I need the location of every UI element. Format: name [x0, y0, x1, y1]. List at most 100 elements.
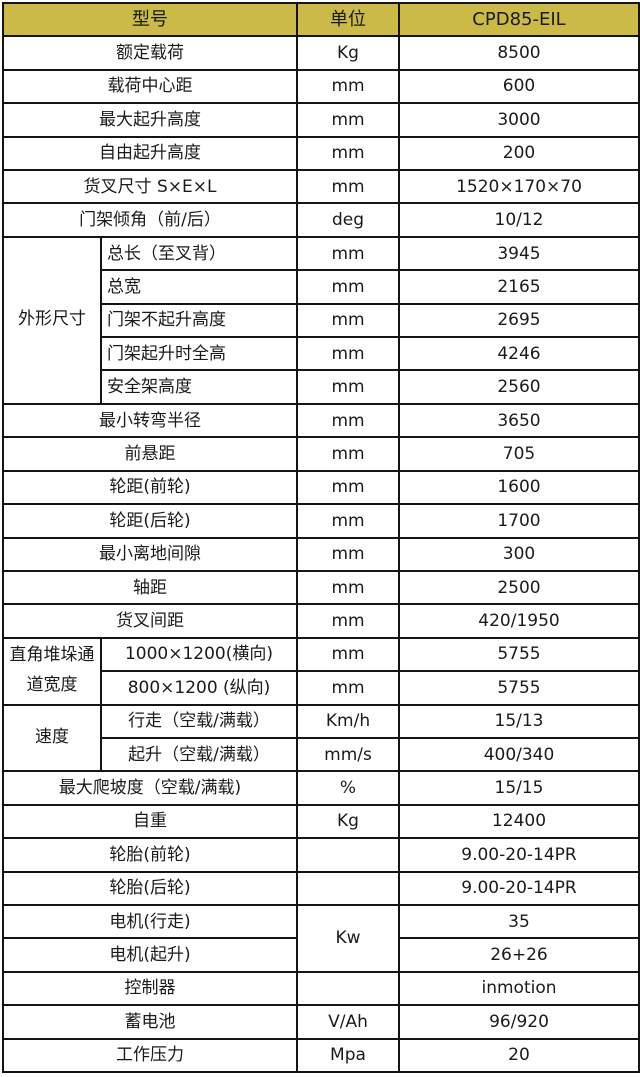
table-row: 起升（空载/满载） mm/s 400/340	[3, 736, 640, 773]
param-label: 前悬距	[2, 436, 298, 472]
value-cell: 5755	[398, 670, 640, 706]
value-cell: 26+26	[398, 937, 640, 973]
table-row: 最大爬坡度（空载/满载) % 15/15	[2, 770, 640, 806]
param-label: 最大爬坡度（空载/满载)	[2, 770, 298, 806]
unit-cell-motor-merged: Kw	[296, 903, 400, 973]
table-row: 电机(行走) Kw 35	[2, 903, 640, 973]
param-label: 门架倾角（前/后）	[2, 202, 298, 238]
unit-cell: mm	[296, 269, 400, 305]
param-label: 工作压力	[2, 1037, 298, 1074]
unit-cell: mm	[296, 636, 400, 673]
unit-cell: mm	[296, 503, 400, 539]
unit-cell: V/Ah	[296, 1004, 400, 1040]
param-label: 1000×1200(横向)	[100, 636, 298, 673]
unit-cell: mm	[296, 68, 400, 105]
table-row: 直角堆垛通道宽度 1000×1200(横向) mm 5755	[2, 636, 640, 706]
param-label: 轮距(后轮)	[2, 503, 298, 539]
param-label: 行走（空载/满载）	[100, 703, 298, 739]
table-row: 前悬距 mm 705	[2, 436, 640, 472]
unit-cell: mm	[296, 336, 400, 372]
param-label: 电机(起升)	[2, 937, 298, 973]
param-label: 电机(行走)	[2, 903, 298, 940]
param-label: 轮胎(前轮)	[2, 837, 298, 873]
param-label: 自重	[2, 803, 298, 840]
header-model-label: 型号	[2, 1, 298, 38]
value-cell: 96/920	[398, 1004, 640, 1040]
value-cell: 420/1950	[398, 603, 640, 639]
table-row: 最小离地间隙 mm 300	[2, 536, 640, 572]
value-cell: 15/15	[398, 770, 640, 806]
unit-cell: mm	[296, 569, 400, 606]
group-cell-aisle: 直角堆垛通道宽度	[2, 636, 102, 706]
value-cell: 35	[398, 903, 640, 940]
table-row: 最大起升高度 mm 3000	[2, 102, 640, 138]
value-cell: 2560	[398, 369, 640, 405]
table-row: 门架不起升高度 mm 2695	[3, 302, 640, 339]
unit-cell: mm	[296, 302, 400, 339]
unit-cell: Km/h	[296, 703, 400, 739]
value-cell: 400/340	[398, 736, 640, 773]
value-cell: 3650	[398, 402, 640, 439]
param-label: 轮距(前轮)	[2, 469, 298, 506]
unit-cell: mm	[296, 436, 400, 472]
param-label: 蓄电池	[2, 1004, 298, 1040]
table-row: 外形尺寸 总长（至叉背） mm 3945	[2, 235, 640, 405]
param-label: 安全架高度	[100, 369, 298, 405]
param-label: 轮胎(后轮)	[2, 870, 298, 906]
table-row: 蓄电池 V/Ah 96/920	[2, 1004, 640, 1040]
value-cell: 4246	[398, 336, 640, 372]
param-label: 额定载荷	[2, 35, 298, 71]
unit-cell: mm	[296, 536, 400, 572]
param-label: 货叉间距	[2, 603, 298, 639]
value-cell: 200	[398, 135, 640, 172]
value-cell: 5755	[398, 636, 640, 673]
value-cell: 2500	[398, 569, 640, 606]
param-label: 货叉尺寸 S×E×L	[2, 169, 298, 205]
table-row: 速度 行走（空载/满载） Km/h 15/13	[2, 703, 640, 773]
value-cell: 20	[398, 1037, 640, 1074]
param-label: 最小离地间隙	[2, 536, 298, 572]
value-cell: 15/13	[398, 703, 640, 739]
unit-cell: mm	[296, 469, 400, 506]
table-row: 自重 Kg 12400	[2, 803, 640, 840]
unit-cell: mm	[296, 235, 400, 272]
table-row: 控制器 inmotion	[2, 970, 640, 1007]
param-label: 总宽	[100, 269, 298, 305]
unit-cell: %	[296, 770, 400, 806]
table-header-row: 型号 单位 CPD85-EIL	[2, 1, 640, 38]
table-row: 最小转弯半径 mm 3650	[2, 402, 640, 439]
value-cell: 9.00-20-14PR	[398, 837, 640, 873]
param-label: 800×1200 (纵向)	[100, 670, 298, 706]
unit-cell: mm/s	[296, 736, 400, 773]
header-unit-label: 单位	[296, 1, 400, 38]
unit-cell	[296, 870, 400, 906]
table-row: 轮距(后轮) mm 1700	[2, 503, 640, 539]
value-cell: 300	[398, 536, 640, 572]
value-cell: 8500	[398, 35, 640, 71]
unit-cell: mm	[296, 603, 400, 639]
table-row: 800×1200 (纵向) mm 5755	[3, 670, 640, 706]
param-label: 门架起升时全高	[100, 336, 298, 372]
value-cell: inmotion	[398, 970, 640, 1007]
param-label: 控制器	[2, 970, 298, 1007]
unit-cell: deg	[296, 202, 400, 238]
table-row: 轮胎(前轮) 9.00-20-14PR	[2, 837, 640, 873]
unit-cell	[296, 837, 400, 873]
param-label: 轴距	[2, 569, 298, 606]
param-label: 自由起升高度	[2, 135, 298, 172]
value-cell: 9.00-20-14PR	[398, 870, 640, 906]
value-cell: 1600	[398, 469, 640, 506]
table-row: 门架倾角（前/后） deg 10/12	[2, 202, 640, 238]
unit-cell: mm	[296, 670, 400, 706]
param-label: 最大起升高度	[2, 102, 298, 138]
unit-cell: Mpa	[296, 1037, 400, 1074]
unit-cell: mm	[296, 169, 400, 205]
value-cell: 3000	[398, 102, 640, 138]
param-label: 门架不起升高度	[100, 302, 298, 339]
unit-cell: Kg	[296, 35, 400, 71]
group-cell-dimensions: 外形尺寸	[2, 235, 102, 405]
param-label: 载荷中心距	[2, 68, 298, 105]
table-row: 安全架高度 mm 2560	[3, 369, 640, 405]
table-row: 轮胎(后轮) 9.00-20-14PR	[2, 870, 640, 906]
